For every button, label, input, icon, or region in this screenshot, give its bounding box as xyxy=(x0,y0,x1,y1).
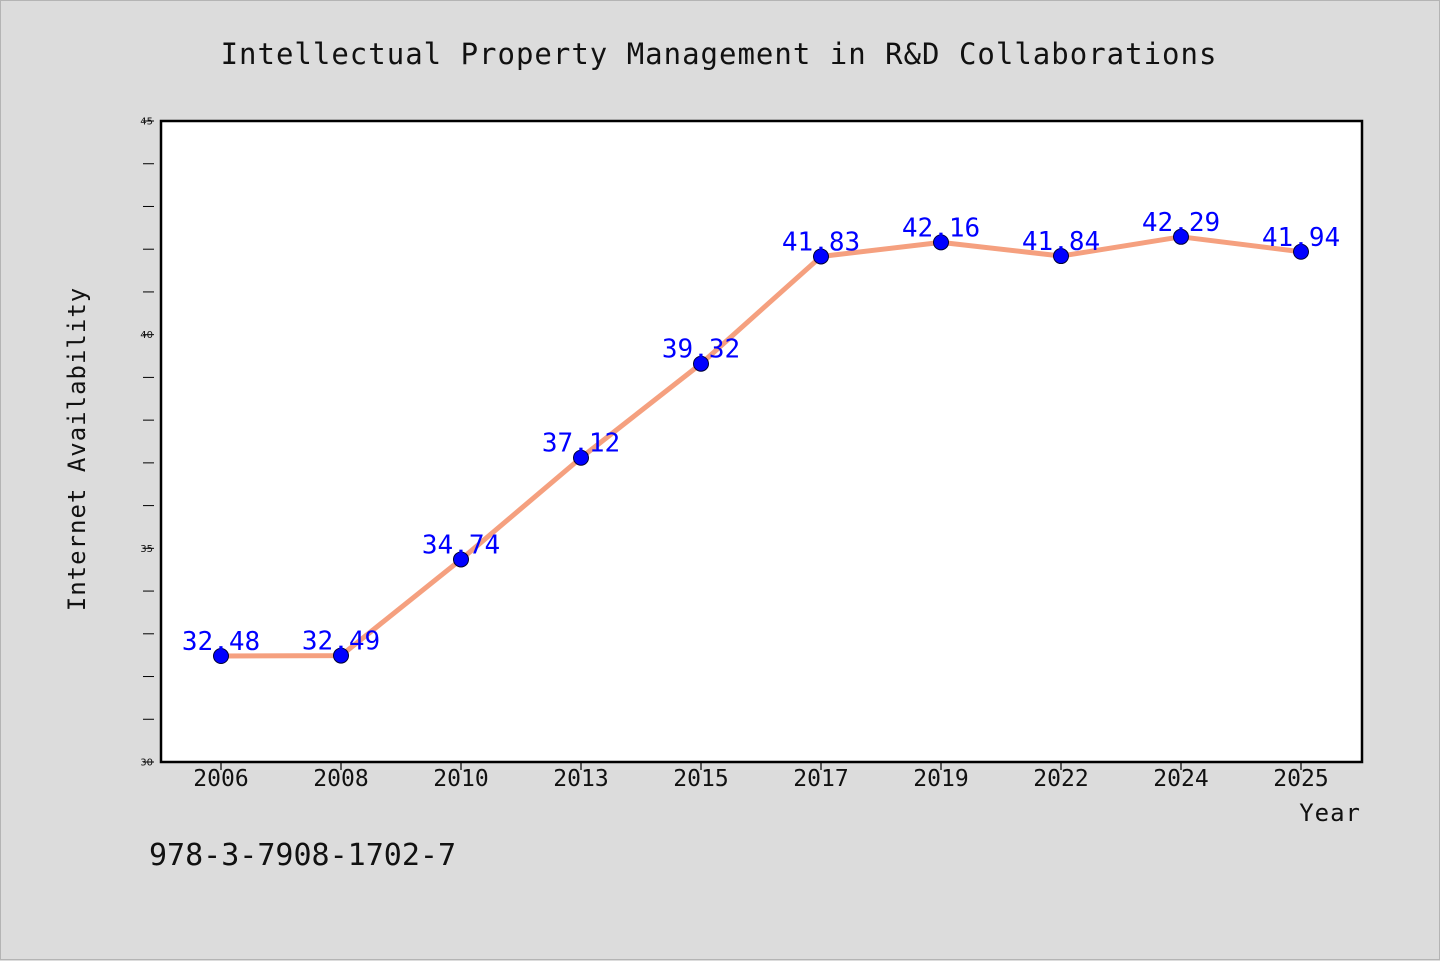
data-label: 42.29 xyxy=(1142,208,1220,238)
data-point xyxy=(333,647,349,664)
x-tick-label: 2013 xyxy=(553,766,608,792)
x-tick-label: 2025 xyxy=(1273,766,1328,792)
data-label: 37.12 xyxy=(542,429,620,459)
x-tick-label: 2006 xyxy=(193,766,248,792)
x-tick-label: 2024 xyxy=(1153,766,1208,792)
y-axis: 30 35 40 45 xyxy=(140,117,154,769)
data-label: 41.94 xyxy=(1262,223,1340,253)
data-point xyxy=(813,248,829,265)
y-tick-label: 40 xyxy=(140,330,153,341)
isbn-annotation: 978-3-7908-1702-7 xyxy=(149,838,456,873)
data-point xyxy=(573,449,589,466)
x-tick-label: 2022 xyxy=(1033,766,1088,792)
data-label: 34.74 xyxy=(422,530,500,560)
data-label: 39.32 xyxy=(662,335,740,365)
x-tick-label: 2019 xyxy=(913,766,968,792)
data-point xyxy=(453,551,469,568)
data-label: 42.16 xyxy=(902,213,980,243)
x-tick-label: 2008 xyxy=(313,766,368,792)
x-tick-label: 2017 xyxy=(793,766,848,792)
data-point xyxy=(1173,228,1189,245)
data-labels: 32.48 32.49 34.74 37.12 39.32 41.83 42.16 41.84… xyxy=(182,208,1340,657)
x-tick-label: 2010 xyxy=(433,766,488,792)
data-point xyxy=(213,648,229,665)
data-point xyxy=(933,234,949,251)
y-tick-label: 45 xyxy=(140,117,153,128)
x-axis: 2006 2008 2010 2013 2015 2017 2019 2022 2024 2025 xyxy=(193,762,1329,792)
data-point xyxy=(693,355,709,372)
series-line xyxy=(218,234,1304,659)
plot-frame xyxy=(159,119,1364,764)
data-point xyxy=(1053,248,1069,265)
x-tick-label: 2015 xyxy=(673,766,728,792)
data-point xyxy=(1293,243,1309,260)
y-tick-label: 30 xyxy=(140,758,153,769)
series-markers xyxy=(213,228,1309,665)
y-axis-label: Internet Availability xyxy=(63,287,91,611)
x-axis-label: Year xyxy=(1299,799,1361,827)
y-tick-label: 35 xyxy=(140,544,153,555)
data-label: 32.49 xyxy=(302,627,380,657)
series-lines xyxy=(218,234,1304,659)
plot-area xyxy=(161,121,1362,762)
data-label: 41.84 xyxy=(1022,227,1100,257)
chart-title: Intellectual Property Management in R&D … xyxy=(221,37,1218,71)
data-label: 41.83 xyxy=(782,227,860,257)
data-label: 32.48 xyxy=(182,627,260,657)
